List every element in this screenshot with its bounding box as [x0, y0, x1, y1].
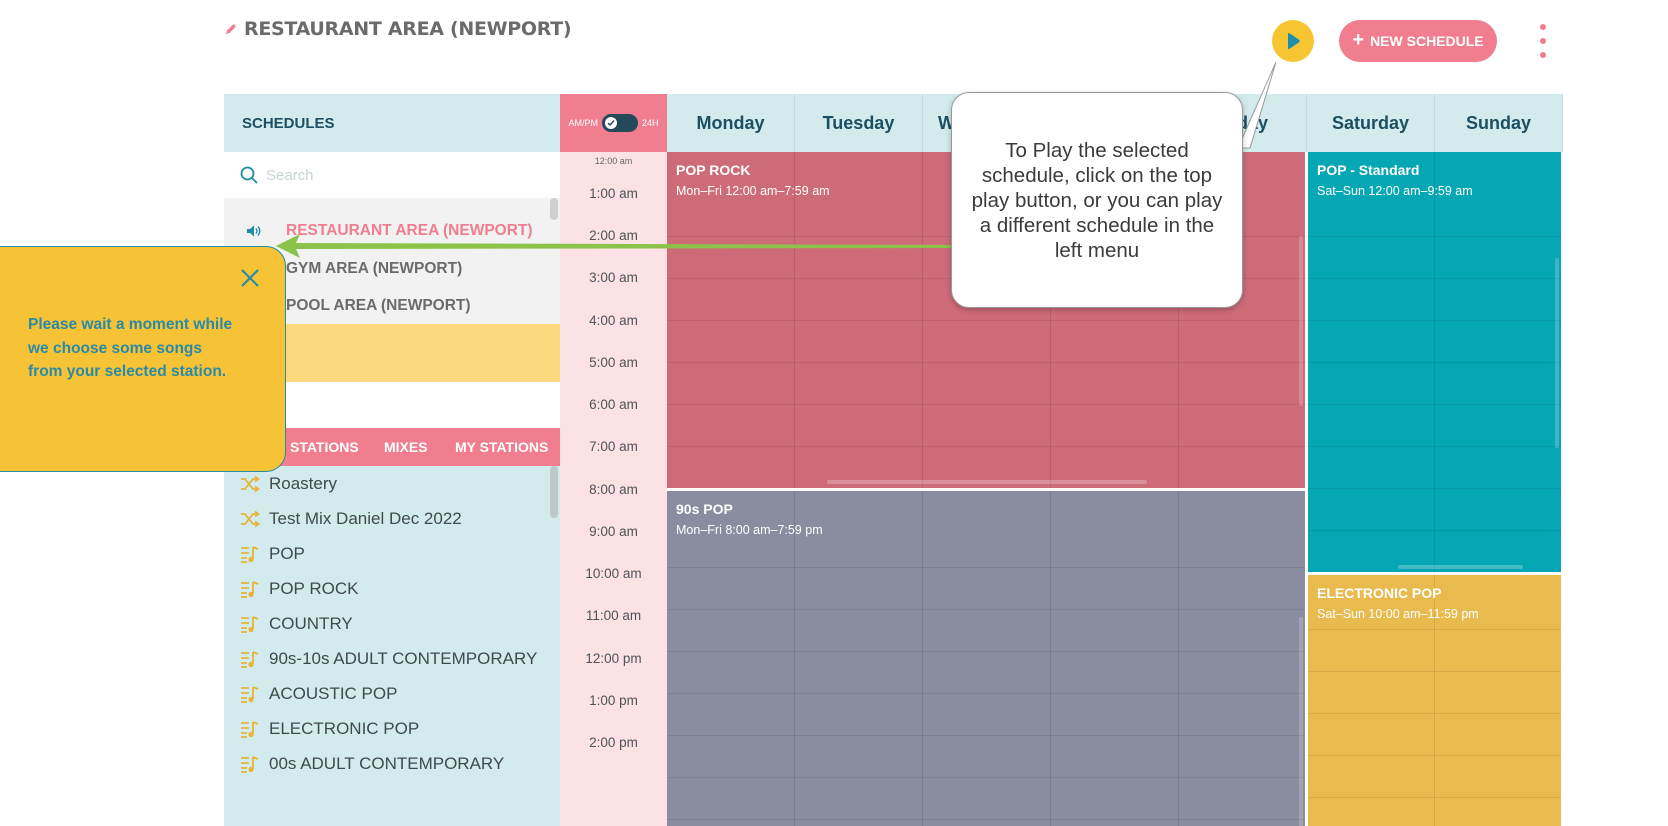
day-header-sunday: Sunday — [1435, 94, 1563, 152]
speaker-icon — [247, 225, 261, 237]
callout-pointer — [1237, 61, 1277, 149]
block-subtitle: Mon–Fri 12:00 am–7:59 am — [676, 184, 830, 198]
tab-stations[interactable]: STATIONS — [290, 439, 359, 455]
time-label: 10:00 am — [585, 566, 642, 581]
time-label-midnight: 12:00 am — [594, 156, 633, 166]
more-options-icon[interactable] — [1536, 24, 1550, 58]
schedule-title-text: RESTAURANT AREA (NEWPORT) — [244, 18, 572, 40]
source-item-label: POP ROCK — [269, 579, 359, 598]
source-item-label: ACOUSTIC POP — [269, 684, 398, 703]
pencil-icon[interactable] — [224, 22, 238, 36]
day-header-monday: Monday — [667, 94, 795, 152]
block-title: 90s POP — [676, 501, 733, 517]
toast-message: Please wait a moment while we choose som… — [28, 316, 233, 380]
playlist-music-icon — [240, 579, 260, 599]
playlist-music-icon — [240, 614, 260, 634]
schedule-block-electronic-pop[interactable]: ELECTRONIC POP Sat–Sun 10:00 am–11:59 pm — [1308, 575, 1561, 826]
source-item[interactable]: ELECTRONIC POP — [240, 717, 419, 741]
time-label: 9:00 am — [589, 524, 638, 539]
source-item[interactable]: 90s-10s ADULT CONTEMPORARY — [240, 647, 537, 671]
playlist-music-icon — [240, 649, 260, 669]
time-label: 4:00 am — [589, 313, 638, 328]
tutorial-callout: To Play the selected schedule, click on … — [951, 92, 1243, 308]
loading-toast: Please wait a moment while we choose som… — [0, 246, 286, 472]
schedules-search[interactable]: Search — [224, 152, 560, 198]
shuffle-icon — [240, 509, 260, 529]
source-item[interactable]: POP ROCK — [240, 577, 358, 601]
block-title: POP ROCK — [676, 162, 751, 178]
source-item-label: Test Mix Daniel Dec 2022 — [269, 509, 462, 528]
source-item-label: POP — [269, 544, 305, 563]
schedule-item-restaurant[interactable]: RESTAURANT AREA (NEWPORT) — [286, 222, 533, 239]
shuffle-icon — [240, 474, 260, 494]
close-icon[interactable] — [237, 265, 263, 291]
time-label: 5:00 am — [589, 355, 638, 370]
search-icon — [240, 166, 258, 184]
playlist-music-icon — [240, 719, 260, 739]
schedule-block-pop-standard[interactable]: POP - Standard Sat–Sun 12:00 am–9:59 am — [1308, 152, 1561, 572]
time-label: 12:00 pm — [585, 651, 642, 666]
source-item[interactable]: 00s ADULT CONTEMPORARY — [240, 752, 504, 776]
schedule-item-pool[interactable]: POOL AREA (NEWPORT) — [286, 297, 471, 314]
h24-label: 24H — [642, 118, 659, 128]
block-title: ELECTRONIC POP — [1317, 585, 1442, 601]
playlist-music-icon — [240, 754, 260, 774]
source-item[interactable]: ACOUSTIC POP — [240, 682, 397, 706]
source-item-label: 00s ADULT CONTEMPORARY — [269, 754, 505, 773]
time-column: AM/PM 24H 12:00 am 1:00 am 2:00 am 3:00 … — [560, 94, 667, 826]
playlist-music-icon — [240, 684, 260, 704]
week-grid: Monday Tuesday W day Saturday Sunday POP… — [667, 94, 1563, 826]
block-subtitle: Mon–Fri 8:00 am–7:59 pm — [676, 523, 823, 537]
callout-text: To Play the selected schedule, click on … — [971, 138, 1223, 262]
time-label: 1:00 pm — [589, 693, 638, 708]
block-title: POP - Standard — [1317, 162, 1420, 178]
sources-scrollbar[interactable] — [550, 466, 558, 518]
schedules-heading: SCHEDULES — [242, 114, 335, 132]
time-label: 7:00 am — [589, 439, 638, 454]
tab-my-stations[interactable]: MY STATIONS — [455, 439, 549, 455]
day-header-tuesday: Tuesday — [795, 94, 923, 152]
time-format-toggle-bar: AM/PM 24H — [560, 94, 667, 152]
source-item[interactable]: POP — [240, 542, 305, 566]
time-label: 6:00 am — [589, 397, 638, 412]
block-subtitle: Sat–Sun 12:00 am–9:59 am — [1317, 184, 1473, 198]
time-format-toggle[interactable] — [602, 114, 638, 132]
schedule-block-90s-pop[interactable]: 90s POP Mon–Fri 8:00 am–7:59 pm — [667, 491, 1305, 826]
schedules-search-input[interactable]: Search — [266, 166, 314, 184]
source-item[interactable]: COUNTRY — [240, 612, 353, 636]
time-label: 11:00 am — [585, 608, 642, 623]
play-icon — [1288, 33, 1300, 49]
time-label: 3:00 am — [589, 270, 638, 285]
source-item-label: COUNTRY — [269, 614, 353, 633]
time-label: 2:00 pm — [589, 735, 638, 750]
schedule-item-gym[interactable]: GYM AREA (NEWPORT) — [286, 260, 463, 277]
block-subtitle: Sat–Sun 10:00 am–11:59 pm — [1317, 607, 1479, 621]
source-item-label: 90s-10s ADULT CONTEMPORARY — [269, 649, 538, 668]
schedules-scrollbar[interactable] — [550, 198, 558, 220]
time-label: 8:00 am — [589, 482, 638, 497]
source-item-label: ELECTRONIC POP — [269, 719, 420, 738]
page-title: RESTAURANT AREA (NEWPORT) — [224, 18, 572, 40]
time-label: 1:00 am — [589, 186, 638, 201]
tab-mixes[interactable]: MIXES — [384, 439, 428, 455]
time-label: 2:00 am — [589, 228, 638, 243]
tutorial-arrow — [276, 234, 966, 258]
playlist-music-icon — [240, 544, 260, 564]
check-icon — [605, 117, 617, 129]
play-button[interactable] — [1272, 20, 1314, 62]
new-schedule-label: NEW SCHEDULE — [1370, 33, 1484, 49]
plus-icon: + — [1352, 29, 1365, 51]
source-item[interactable]: Roastery — [240, 472, 337, 496]
source-item[interactable]: Test Mix Daniel Dec 2022 — [240, 507, 462, 531]
source-item-label: Roastery — [269, 474, 338, 493]
new-schedule-button[interactable]: + NEW SCHEDULE — [1339, 20, 1497, 62]
day-header-saturday: Saturday — [1307, 94, 1435, 152]
ampm-label: AM/PM — [568, 118, 598, 128]
